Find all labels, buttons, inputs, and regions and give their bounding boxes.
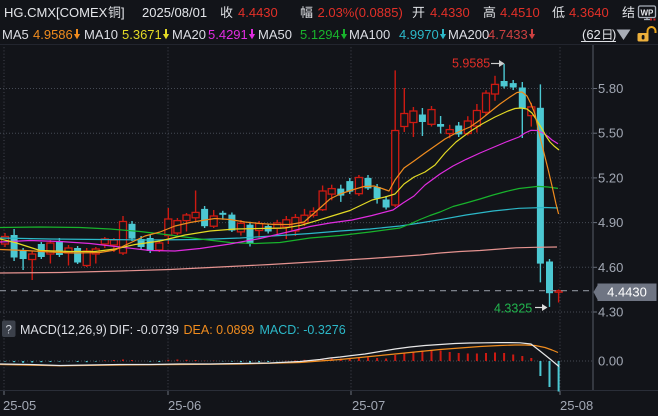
svg-text:5.9585: 5.9585 — [452, 57, 490, 71]
svg-text:25-06: 25-06 — [168, 398, 201, 413]
svg-text:4.90: 4.90 — [598, 215, 623, 230]
svg-text:MA5: MA5 — [2, 27, 29, 42]
svg-text:2025/08/01: 2025/08/01 — [142, 5, 207, 20]
svg-text:4.3325: 4.3325 — [494, 302, 532, 316]
svg-text:4.9586: 4.9586 — [33, 27, 73, 42]
svg-text:5.50: 5.50 — [598, 126, 623, 141]
svg-text:MA50: MA50 — [258, 27, 292, 42]
svg-text:MACD: -0.3276: MACD: -0.3276 — [260, 323, 346, 337]
svg-text:4.4330: 4.4330 — [430, 5, 470, 20]
svg-text:MA200: MA200 — [448, 27, 489, 42]
svg-text:4.9970: 4.9970 — [399, 27, 439, 42]
svg-text:4.30: 4.30 — [598, 305, 623, 320]
svg-text:): ) — [612, 27, 616, 42]
svg-text:DEA: 0.0899: DEA: 0.0899 — [184, 323, 255, 337]
svg-text:5.4291: 5.4291 — [208, 27, 248, 42]
svg-text:MACD(12,26,9): MACD(12,26,9) — [20, 323, 107, 337]
svg-text:HG.CMX[COMEX: HG.CMX[COMEX — [4, 5, 108, 20]
svg-text:5.80: 5.80 — [598, 81, 623, 96]
svg-text:2.03%(0.0885): 2.03%(0.0885) — [318, 5, 403, 20]
svg-text:4.60: 4.60 — [598, 260, 623, 275]
svg-text:4.7433: 4.7433 — [488, 27, 528, 42]
svg-text:0.00: 0.00 — [598, 354, 623, 369]
svg-text:4.4430: 4.4430 — [238, 5, 278, 20]
svg-text:MA10: MA10 — [84, 27, 118, 42]
svg-text:WP: WP — [641, 9, 655, 18]
svg-text:DIF: -0.0739: DIF: -0.0739 — [110, 323, 180, 337]
svg-text:(62: (62 — [582, 27, 601, 42]
svg-text:25-05: 25-05 — [3, 398, 36, 413]
svg-text:MA20: MA20 — [172, 27, 206, 42]
svg-text:25-07: 25-07 — [352, 398, 385, 413]
svg-text:25-08: 25-08 — [560, 398, 593, 413]
svg-text:?: ? — [6, 325, 12, 337]
svg-text:4.3640: 4.3640 — [569, 5, 609, 20]
svg-text:5.3671: 5.3671 — [122, 27, 162, 42]
svg-text:5.20: 5.20 — [598, 170, 623, 185]
svg-text:MA100: MA100 — [349, 27, 390, 42]
svg-text:5.1294: 5.1294 — [300, 27, 340, 42]
svg-text:4.4430: 4.4430 — [607, 285, 647, 300]
svg-text:]: ] — [121, 5, 125, 20]
svg-text:4.4510: 4.4510 — [500, 5, 540, 20]
